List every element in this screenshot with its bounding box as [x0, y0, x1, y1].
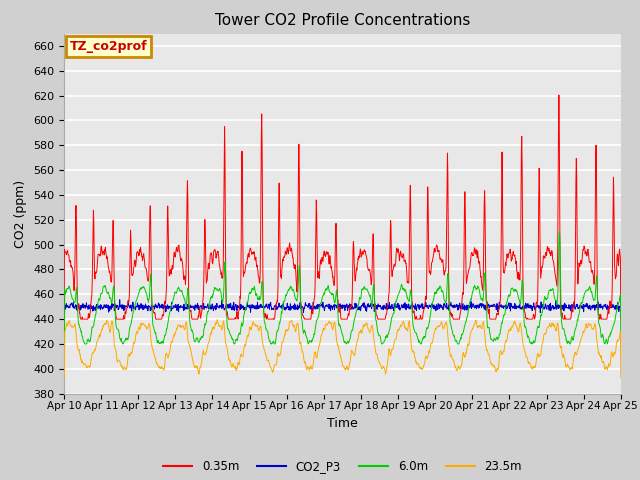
0.35m: [551, 268, 559, 274]
0.35m: [246, 246, 254, 252]
6.0m: [429, 299, 436, 304]
6.0m: [184, 285, 191, 291]
CO2_P3: [171, 303, 179, 309]
Line: CO2_P3: CO2_P3: [64, 300, 621, 312]
6.0m: [551, 295, 559, 300]
Y-axis label: CO2 (ppm): CO2 (ppm): [15, 180, 28, 248]
0.35m: [502, 260, 509, 266]
6.0m: [170, 292, 178, 298]
23.5m: [617, 374, 625, 380]
23.5m: [213, 317, 221, 323]
0.35m: [170, 249, 178, 255]
CO2_P3: [502, 302, 509, 308]
0.35m: [429, 256, 436, 262]
0.35m: [617, 316, 625, 322]
CO2_P3: [552, 303, 559, 309]
23.5m: [502, 338, 509, 344]
23.5m: [551, 325, 559, 331]
6.0m: [502, 305, 509, 311]
6.0m: [556, 229, 563, 235]
CO2_P3: [429, 303, 437, 309]
CO2_P3: [536, 310, 544, 315]
23.5m: [170, 333, 178, 339]
CO2_P3: [116, 297, 124, 302]
23.5m: [60, 374, 68, 380]
23.5m: [184, 336, 191, 341]
CO2_P3: [60, 309, 68, 314]
CO2_P3: [617, 304, 625, 310]
Text: TZ_co2prof: TZ_co2prof: [70, 40, 147, 53]
CO2_P3: [246, 310, 254, 315]
0.35m: [555, 92, 563, 98]
0.35m: [60, 316, 68, 322]
X-axis label: Time: Time: [327, 417, 358, 430]
6.0m: [617, 341, 625, 347]
23.5m: [429, 336, 437, 341]
Line: 0.35m: 0.35m: [64, 95, 621, 319]
Legend: 0.35m, CO2_P3, 6.0m, 23.5m: 0.35m, CO2_P3, 6.0m, 23.5m: [158, 455, 527, 478]
Title: Tower CO2 Profile Concentrations: Tower CO2 Profile Concentrations: [214, 13, 470, 28]
23.5m: [246, 324, 254, 330]
Line: 6.0m: 6.0m: [64, 232, 621, 344]
Line: 23.5m: 23.5m: [64, 320, 621, 377]
6.0m: [60, 341, 68, 347]
0.35m: [184, 195, 191, 201]
6.0m: [246, 289, 254, 295]
CO2_P3: [184, 303, 192, 309]
